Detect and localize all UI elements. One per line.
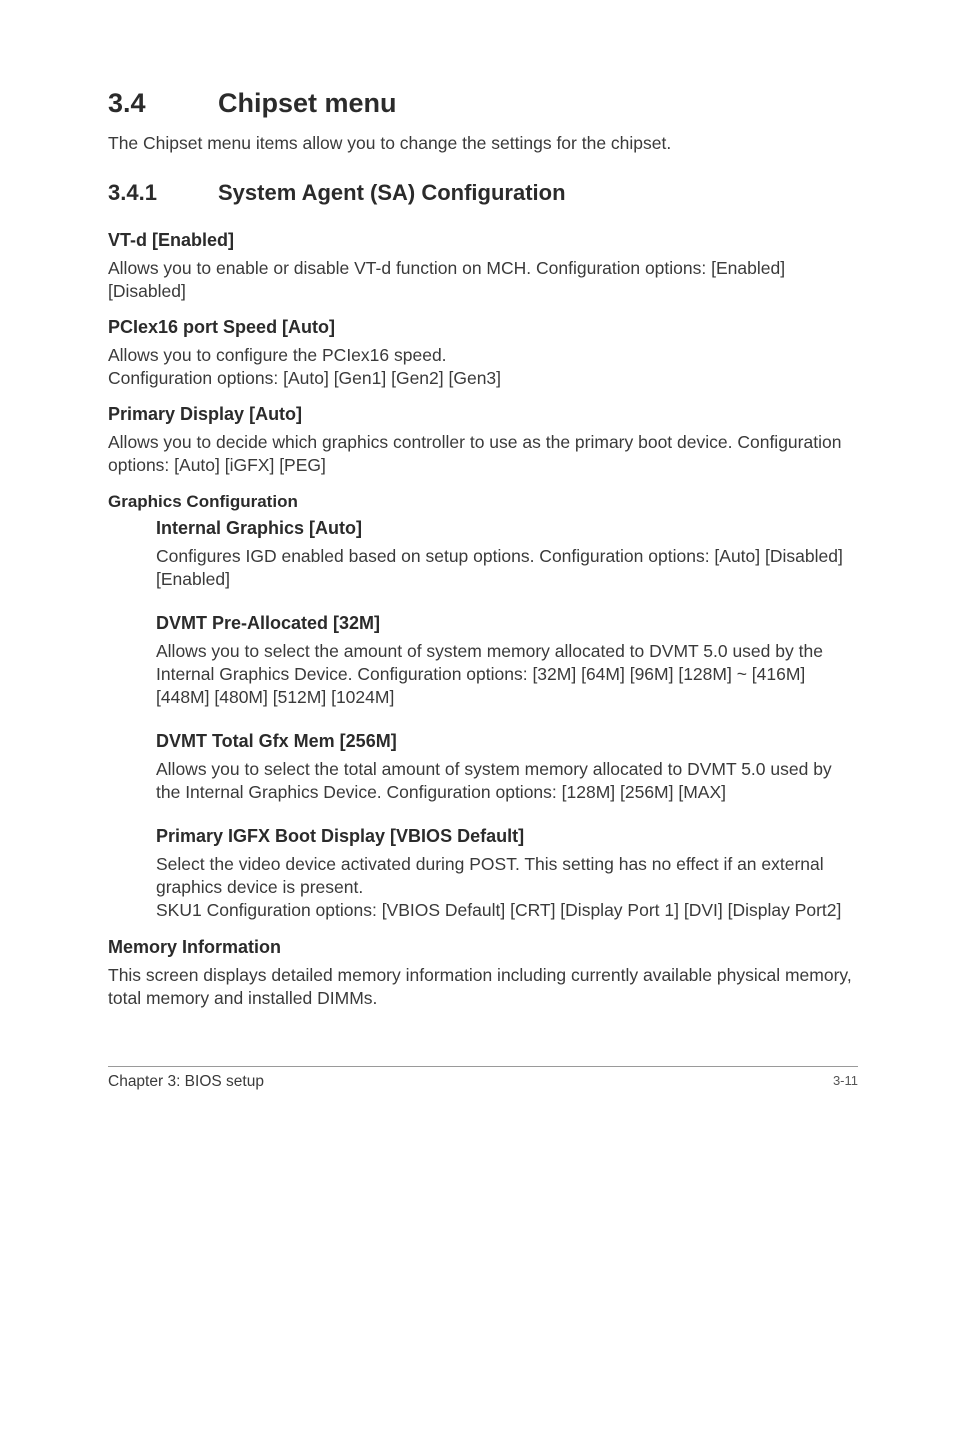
item-heading: VT-d [Enabled] xyxy=(108,230,858,251)
section-lead: The Chipset menu items allow you to chan… xyxy=(108,133,858,154)
section-title: Chipset menu xyxy=(218,88,397,118)
graphics-config-heading: Graphics Configuration xyxy=(108,492,858,512)
memory-body: This screen displays detailed memory inf… xyxy=(108,964,858,1010)
section-number: 3.4 xyxy=(108,88,218,119)
item-body: Configures IGD enabled based on setup op… xyxy=(156,545,858,591)
item-body: Allows you to configure the PCIex16 spee… xyxy=(108,344,858,390)
item-body: Allows you to decide which graphics cont… xyxy=(108,431,858,477)
item-body: Allows you to select the amount of syste… xyxy=(156,640,858,709)
item-heading: PCIex16 port Speed [Auto] xyxy=(108,317,858,338)
footer-page-number: 3-11 xyxy=(833,1073,858,1091)
item-heading: Primary IGFX Boot Display [VBIOS Default… xyxy=(156,826,858,847)
section-heading: 3.4Chipset menu xyxy=(108,88,858,119)
memory-heading: Memory Information xyxy=(108,937,858,958)
graphics-sub-block: Internal Graphics [Auto] Configures IGD … xyxy=(156,518,858,923)
subsection-number: 3.4.1 xyxy=(108,180,218,206)
page-footer: Chapter 3: BIOS setup 3-11 xyxy=(108,1066,858,1091)
footer-chapter: Chapter 3: BIOS setup xyxy=(108,1073,264,1091)
item-body: Select the video device activated during… xyxy=(156,853,858,922)
item-heading: Internal Graphics [Auto] xyxy=(156,518,858,539)
item-heading: DVMT Pre-Allocated [32M] xyxy=(156,613,858,634)
subsection-title: System Agent (SA) Configuration xyxy=(218,180,566,205)
subsection-heading: 3.4.1System Agent (SA) Configuration xyxy=(108,180,858,206)
item-heading: Primary Display [Auto] xyxy=(108,404,858,425)
item-body: Allows you to select the total amount of… xyxy=(156,758,858,804)
item-body: Allows you to enable or disable VT-d fun… xyxy=(108,257,858,303)
item-heading: DVMT Total Gfx Mem [256M] xyxy=(156,731,858,752)
